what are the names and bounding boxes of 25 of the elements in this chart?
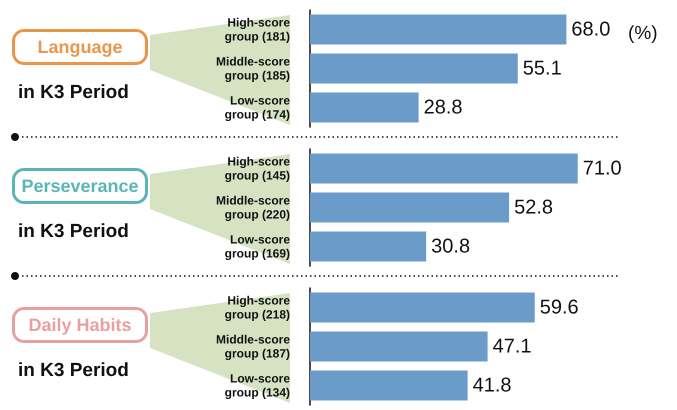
text: (%) (628, 23, 658, 45)
y-tick-label: Middle-score group (185) (216, 54, 290, 82)
y-tick-label: Low-score group (169) (224, 232, 290, 260)
y-tick-label: Low-score group (134) (224, 372, 290, 400)
data-label: 47.1 (492, 336, 532, 358)
text: Perseverance (12, 168, 148, 204)
data-label: 30.8 (431, 236, 470, 258)
text: Language (12, 29, 148, 65)
text: Daily Habits (12, 307, 148, 343)
data-label: 28.8 (424, 96, 463, 118)
data-label: 41.8 (472, 374, 512, 396)
data-label: 71.0 (582, 158, 622, 180)
y-tick-label: Middle-score group (187) (216, 332, 290, 360)
y-tick-label: Middle-score group (220) (216, 194, 290, 222)
y-tick-label: High-score group (218) (224, 294, 290, 322)
y-tick-label: High-score group (181) (224, 16, 290, 44)
data-label: 55.1 (522, 58, 562, 80)
text: in K3 Period (18, 82, 129, 104)
data-label: 68.0 (571, 18, 610, 40)
text: in K3 Period (18, 221, 129, 243)
data-label: 52.8 (514, 196, 554, 218)
y-tick-label: High-score group (145) (224, 154, 290, 182)
text: in K3 Period (18, 360, 129, 382)
data-label: 59.6 (540, 296, 579, 318)
y-tick-label: Low-score group (174) (224, 94, 290, 122)
